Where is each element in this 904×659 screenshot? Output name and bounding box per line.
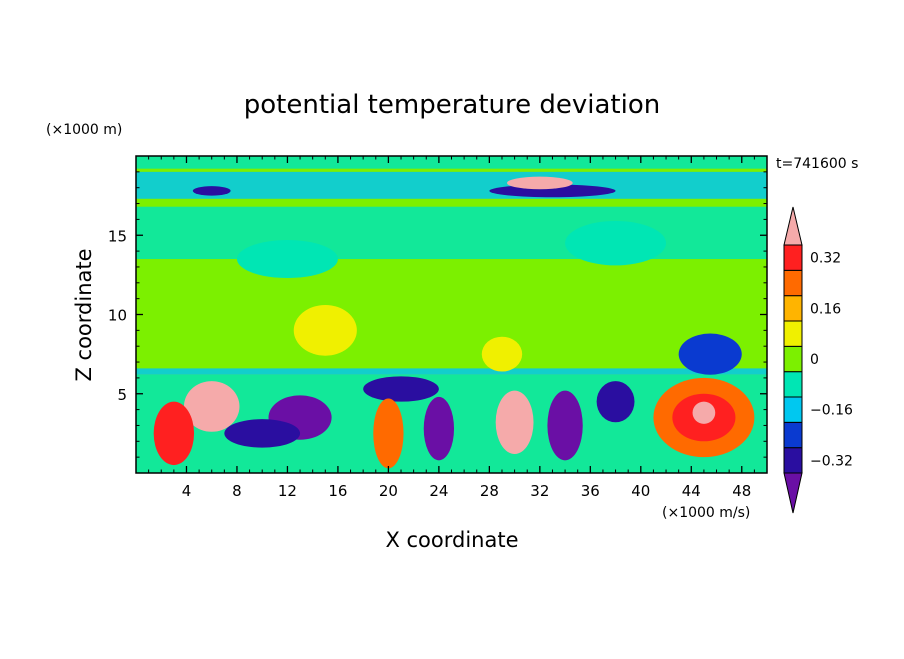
x-tick-label-48: 48 <box>732 482 751 500</box>
x-axis: 4 8 12 16 20 24 28 32 36 40 44 48 <box>148 156 755 500</box>
colorbar-box-1 <box>783 447 803 474</box>
x-tick-label-44: 44 <box>682 482 701 500</box>
colorbar-tick-label-2: 0 <box>810 352 819 368</box>
anomaly-blob-19 <box>565 220 667 266</box>
anomaly-blob-1 <box>153 401 195 466</box>
y-axis-label: Z coordinate <box>72 248 96 381</box>
x-unit-label: (×1000 m/s) <box>662 505 750 521</box>
band-mid-teal <box>136 206 767 260</box>
x-tick-label-40: 40 <box>631 482 650 500</box>
x-tick-label-20: 20 <box>379 482 398 500</box>
anomaly-blob-12 <box>692 401 716 424</box>
x-tick-label-12: 12 <box>278 482 297 500</box>
anomaly-blob-7 <box>495 390 534 454</box>
anomaly-blob-20 <box>236 240 338 279</box>
anomaly-blob-9 <box>596 381 635 423</box>
y-tick-label-5: 5 <box>117 386 127 404</box>
colorbar-box-3 <box>783 396 803 423</box>
anomaly-blob-3 <box>224 419 301 448</box>
x-tick-label-36: 36 <box>581 482 600 500</box>
x-tick-label-32: 32 <box>530 482 549 500</box>
colorbar-box-6 <box>783 320 803 347</box>
band-interface <box>136 368 767 375</box>
plot-area <box>136 156 767 473</box>
colorbar: 0.32 0.16 0 −0.16 −0.32 <box>783 206 853 514</box>
colorbar-tick-label-3: −0.16 <box>810 403 853 419</box>
anomaly-blob-14 <box>293 304 357 356</box>
anomaly-blob-0 <box>183 381 240 432</box>
anomaly-blob-18 <box>192 186 231 196</box>
time-label: t=741600 s <box>776 156 858 172</box>
x-tick-label-28: 28 <box>480 482 499 500</box>
anomaly-blob-4 <box>363 376 439 402</box>
chart-title: potential temperature deviation <box>244 90 660 120</box>
anomaly-blob-15 <box>481 336 523 372</box>
y-tick-label-15: 15 <box>108 227 127 245</box>
colorbar-box-2 <box>783 421 803 449</box>
band-upper-cyan <box>136 171 767 199</box>
colorbar-box-8 <box>783 269 803 297</box>
colorbar-cap-low <box>783 472 803 514</box>
y-axis: 5 10 15 <box>108 171 767 458</box>
y-unit-label: (×1000 m) <box>46 122 122 138</box>
colorbar-box-5 <box>783 345 803 373</box>
x-tick-label-4: 4 <box>182 482 192 500</box>
x-axis-label: X coordinate <box>385 528 518 552</box>
x-tick-label-16: 16 <box>328 482 347 500</box>
colorbar-box-4 <box>783 371 803 398</box>
colorbar-cap-high <box>783 206 803 246</box>
band-top-green <box>136 156 767 169</box>
x-tick-label-8: 8 <box>232 482 242 500</box>
anomaly-blob-8 <box>547 390 583 461</box>
anomaly-blob-13 <box>678 333 742 375</box>
anomaly-blob-5 <box>373 398 404 469</box>
colorbar-box-7 <box>783 295 803 322</box>
colorbar-box-9 <box>783 244 803 271</box>
anomaly-blob-17 <box>507 176 573 190</box>
colorbar-tick-label-0: 0.32 <box>810 251 841 267</box>
field-features <box>153 176 755 469</box>
y-tick-label-10: 10 <box>108 307 127 325</box>
colorbar-tick-label-4: −0.32 <box>810 453 853 469</box>
colorbar-tick-label-1: 0.16 <box>810 301 841 317</box>
x-tick-label-24: 24 <box>429 482 448 500</box>
anomaly-blob-6 <box>423 396 455 461</box>
